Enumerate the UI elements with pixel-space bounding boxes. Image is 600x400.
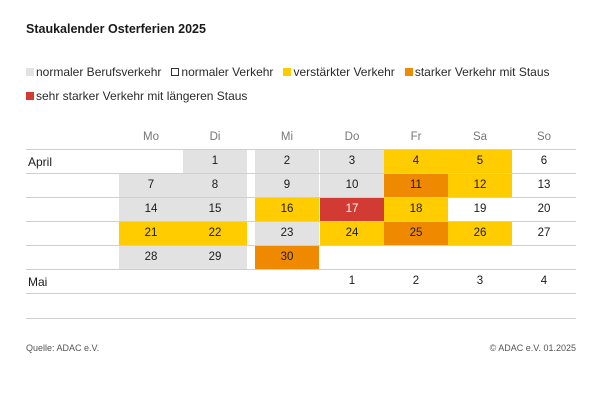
day-cell: 1 [320,270,384,293]
row-divider [26,173,576,174]
day-cell: 29 [183,246,247,269]
day-cell: 17 [320,198,384,221]
legend-label: verstärkter Verkehr [293,65,395,79]
day-cell: 26 [448,222,512,245]
day-cell: 6 [512,150,576,173]
legend-item-verstaerkt: verstärkter Verkehr [283,64,395,80]
day-cell: 15 [183,198,247,221]
weekday-header: Fr [410,131,422,143]
bottom-divider [26,318,576,319]
day-cell: 13 [512,174,576,197]
weekday-header: Di [209,131,221,143]
day-cell: 8 [183,174,247,197]
day-cell: 1 [183,150,247,173]
day-cell: 30 [255,246,319,269]
copyright-note: © ADAC e.V. 01.2025 [489,343,576,353]
legend-label: starker Verkehr mit Staus [414,65,550,79]
day-cell: 19 [448,198,512,221]
weekday-header: Do [344,131,360,143]
day-cell: 10 [320,174,384,197]
day-cell: 4 [512,270,576,293]
day-cell: 28 [119,246,183,269]
legend-swatch [171,68,180,76]
day-cell: 2 [384,270,448,293]
legend-item-stark: starker Verkehr mit Staus [404,64,550,80]
day-cell: 18 [384,198,448,221]
source-note: Quelle: ADAC e.V. [26,343,100,353]
day-cell: 4 [384,150,448,173]
month-label: April [28,155,53,169]
weekday-header: Sa [472,131,488,143]
day-cell: 12 [448,174,512,197]
day-cell: 22 [183,222,247,245]
day-cell: 21 [119,222,183,245]
calendar-grid: Mo Di Mi Do Fr Sa So April 1 2 3 4 5 6 7 8 9 10 11 12 13 14 15… [26,0,576,400]
chart-title: Staukalender Osterferien 2025 [26,22,206,36]
row-divider [26,293,576,294]
row-divider [26,221,576,222]
legend-swatch [404,68,413,76]
weekday-header: Mi [280,131,294,143]
day-cell: 24 [320,222,384,245]
legend-label: sehr starker Verkehr mit längeren Staus [36,89,248,103]
legend-label: normaler Verkehr [181,65,274,79]
month-label: Mai [28,275,48,289]
legend-swatch [26,92,34,100]
day-cell: 9 [255,174,319,197]
day-cell: 3 [320,150,384,173]
day-cell: 14 [119,198,183,221]
day-cell: 3 [448,270,512,293]
day-cell: 11 [384,174,448,197]
legend-item-beruf: normaler Berufsverkehr [26,64,161,80]
legend-swatch [26,68,34,76]
legend-label: normaler Berufsverkehr [36,65,162,79]
day-cell: 20 [512,198,576,221]
weekday-header: So [536,131,552,143]
row-divider [26,197,576,198]
day-cell: 27 [512,222,576,245]
day-cell: 2 [255,150,319,173]
legend-swatch [283,68,292,76]
day-cell: 16 [255,198,319,221]
legend-item-normal: normaler Verkehr [171,64,273,80]
legend: normaler Berufsverkehr normaler Verkehr ve… [26,64,586,104]
weekday-header: Mo [143,131,159,143]
day-cell: 5 [448,150,512,173]
legend-item-sehr-stark: sehr starker Verkehr mit längeren Staus [26,88,247,104]
row-divider [26,245,576,246]
day-cell: 7 [119,174,183,197]
day-cell: 23 [255,222,319,245]
row-divider [26,149,576,150]
row-divider [26,269,576,270]
day-cell: 25 [384,222,448,245]
